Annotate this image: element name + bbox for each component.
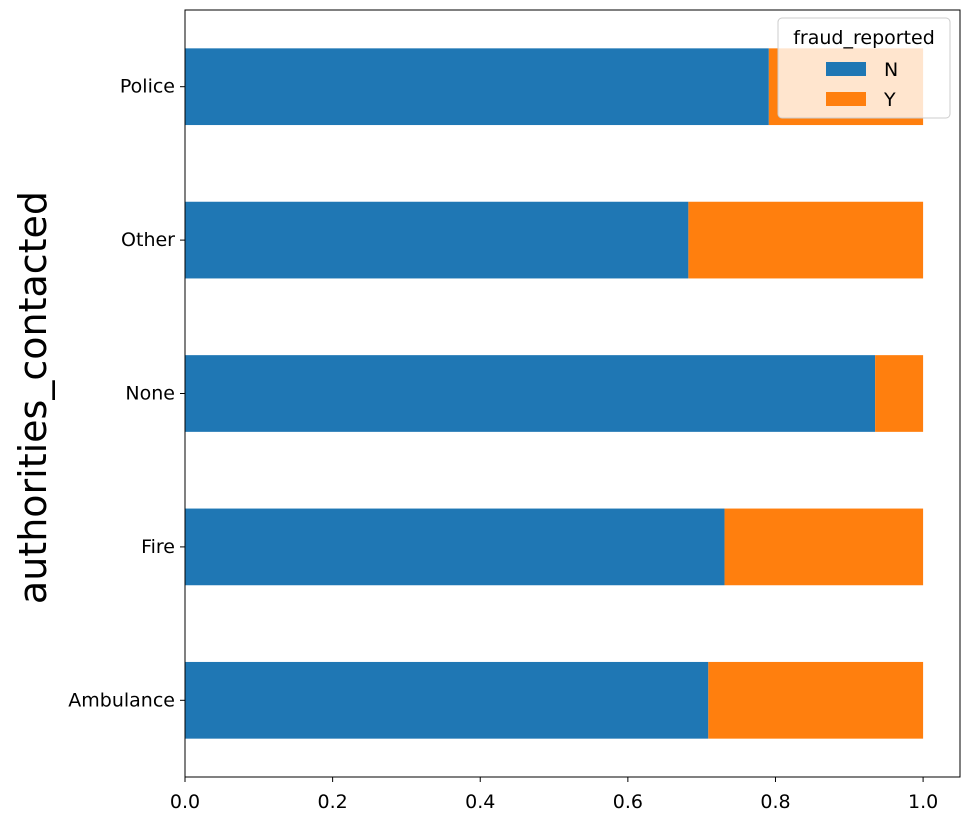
bar-n-fire bbox=[185, 508, 725, 586]
legend-swatch-n bbox=[826, 62, 866, 76]
bar-y-other bbox=[688, 201, 924, 279]
bar-y-none bbox=[875, 355, 924, 432]
axes-layer: 0.0 0.2 0.4 0.6 0.8 1.0 Ambulance Fire None Other… bbox=[11, 9, 961, 813]
x-tick-label: 0.2 bbox=[318, 791, 348, 813]
legend-swatch-y bbox=[826, 92, 866, 106]
y-tick-label: Other bbox=[121, 229, 175, 251]
bar-n-none bbox=[185, 355, 876, 432]
bar-y-ambulance bbox=[708, 661, 924, 739]
y-axis-label: authorities_contacted bbox=[11, 191, 55, 604]
y-tick-label: Fire bbox=[141, 536, 175, 558]
bar-y-fire bbox=[724, 508, 924, 586]
legend-label-n: N bbox=[884, 59, 898, 81]
x-tick-label: 0.0 bbox=[170, 791, 200, 813]
legend: fraud_reported NY bbox=[777, 17, 951, 119]
bars-layer bbox=[185, 48, 924, 739]
y-tick-label: Police bbox=[120, 76, 175, 98]
bar-n-other bbox=[185, 201, 689, 279]
y-tick-label: Ambulance bbox=[68, 689, 175, 711]
x-tick-label: 0.8 bbox=[760, 791, 790, 813]
x-tick-label: 1.0 bbox=[908, 791, 938, 813]
bar-n-police bbox=[185, 48, 769, 126]
x-tick-label: 0.4 bbox=[465, 791, 495, 813]
bar-n-ambulance bbox=[185, 661, 709, 739]
x-tick-label: 0.6 bbox=[613, 791, 643, 813]
legend-label-y: Y bbox=[883, 89, 896, 111]
y-tick-label: None bbox=[125, 383, 175, 405]
legend-title: fraud_reported bbox=[793, 27, 935, 49]
